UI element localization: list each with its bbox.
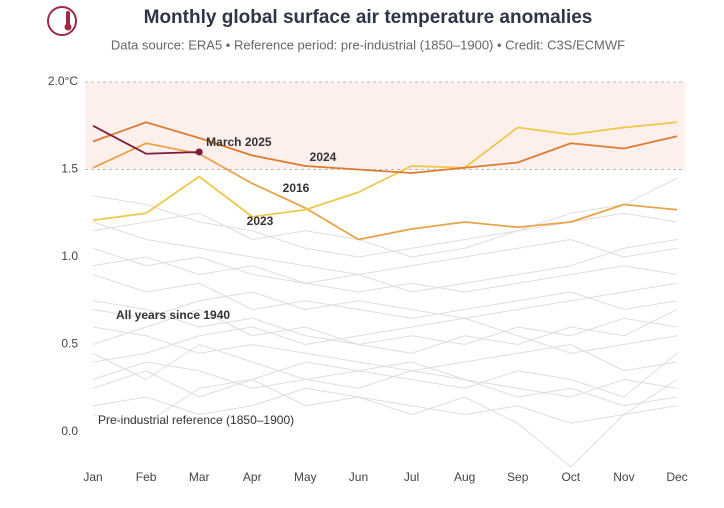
y-tick-label: 2.0°C	[48, 74, 78, 88]
series-label: 2016	[283, 181, 310, 195]
series-line	[92, 124, 200, 155]
x-tick-label: May	[294, 470, 317, 484]
background-line	[92, 387, 678, 424]
series-line	[92, 121, 678, 174]
x-tick-label: Aug	[454, 470, 475, 484]
background-line	[92, 282, 678, 319]
background-line	[92, 352, 678, 424]
x-tick-label: Mar	[189, 470, 210, 484]
x-tick-label: Feb	[136, 470, 157, 484]
y-tick-label: 1.0	[61, 249, 78, 263]
background-line	[92, 195, 678, 258]
x-tick-label: Oct	[561, 470, 580, 484]
background-line	[92, 300, 678, 345]
series-line	[92, 121, 678, 222]
background-line	[92, 177, 678, 258]
background-line	[92, 274, 678, 319]
y-tick-label: 1.5	[61, 162, 78, 176]
x-tick-label: Jun	[349, 470, 368, 484]
x-tick-label: Nov	[613, 470, 634, 484]
background-line	[92, 309, 678, 354]
background-line	[92, 326, 678, 372]
background-line	[92, 239, 678, 293]
band	[85, 82, 685, 170]
background-line	[92, 247, 678, 293]
point	[195, 148, 203, 156]
y-tick-label: 0.5	[61, 337, 78, 351]
series-label: 2023	[247, 214, 274, 228]
x-tick-label: Jul	[404, 470, 419, 484]
background-line	[92, 344, 678, 398]
background-line	[92, 370, 678, 468]
y-tick-label: 0.0	[61, 424, 78, 438]
chart-title: Monthly global surface air temperature a…	[144, 7, 593, 28]
chart-subtitle: Data source: ERA5 • Reference period: pr…	[111, 37, 625, 52]
background-line	[92, 317, 678, 363]
x-tick-label: Sep	[507, 470, 529, 484]
background-line	[92, 221, 678, 275]
x-tick-label: Jan	[83, 470, 102, 484]
series-label: March 2025	[206, 135, 272, 149]
reference-label: Pre-industrial reference (1850–1900)	[98, 413, 294, 427]
background-label: All years since 1940	[116, 308, 230, 322]
series-label: 2024	[310, 150, 337, 164]
logo	[47, 6, 77, 36]
background-line	[92, 361, 678, 407]
x-tick-label: Dec	[666, 470, 687, 484]
x-tick-label: Apr	[243, 470, 262, 484]
